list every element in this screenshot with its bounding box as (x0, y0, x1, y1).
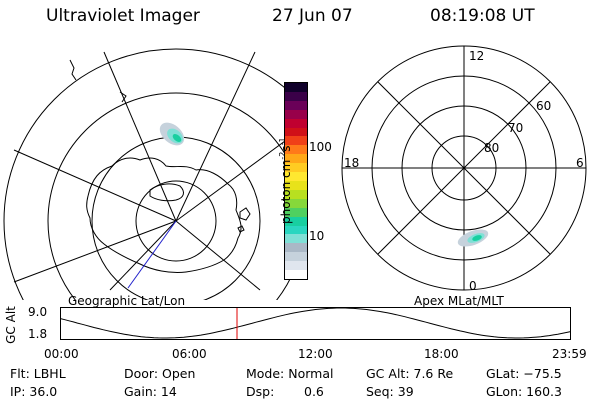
mlat-label-80: 80 (484, 141, 499, 155)
mlt-label-12: 12 (469, 49, 484, 63)
polar-mlt-plot: 12 0 18 6 60 70 80 (341, 45, 587, 293)
glat-info: GLat: −75.5 (486, 366, 562, 381)
colorbar-label: photon cm-2s-1 (278, 137, 293, 224)
colorbar-tick-10: 10 (309, 229, 325, 243)
colorbar (284, 82, 308, 280)
colorbar-segment (285, 154, 307, 164)
colorbar-segment (285, 145, 307, 155)
door-info: Door: Open (124, 366, 196, 381)
apex-label: Apex MLat/MLT (414, 294, 504, 308)
coastline (86, 157, 242, 273)
colorbar-tick-100: 100 (309, 140, 332, 154)
orbit-xtick-2359: 23:59 (552, 347, 587, 361)
orbit-altitude-plot (60, 307, 571, 340)
colorbar-segment (285, 261, 307, 271)
orbit-ytick-high: 9.0 (28, 305, 48, 319)
filter-info: Flt: LBHL (10, 366, 66, 381)
lat-circle-edge (3, 48, 300, 300)
dsp-info-label: Dsp: (246, 384, 275, 399)
colorbar-segment (285, 136, 307, 146)
geographic-label: Geographic Lat/Lon (68, 294, 186, 308)
orbit-xtick-0000: 00:00 (44, 347, 79, 361)
orbit-xtick-1200: 12:00 (298, 347, 333, 361)
colorbar-segment (285, 216, 307, 226)
dsp-info-value: 0.6 (304, 384, 324, 399)
orbit-ytick-low: 1.8 (28, 327, 48, 341)
seq-info: Seq: 39 (366, 384, 414, 399)
orbit-xtick-1800: 18:00 (424, 347, 459, 361)
ip-info: IP: 36.0 (10, 384, 58, 399)
time-label: 08:19:08 UT (430, 6, 535, 26)
colorbar-segment (285, 234, 307, 244)
colorbar-segment (285, 172, 307, 181)
colorbar-segment (285, 83, 307, 92)
app-title: Ultraviolet Imager (46, 6, 200, 26)
aurora-blob-geo (159, 122, 185, 146)
geographic-map (3, 48, 300, 300)
colorbar-segment (285, 270, 307, 279)
colorbar-segment (285, 109, 307, 119)
colorbar-segment (285, 163, 307, 173)
colorbar-segment (285, 207, 307, 217)
coastline-shelf (149, 183, 184, 202)
orbit-xtick-0600: 06:00 (172, 347, 207, 361)
orbit-axis-label: GC Alt (3, 306, 18, 344)
date-label: 27 Jun 07 (272, 6, 353, 26)
ground-track (127, 220, 177, 289)
mlt-label-18: 18 (344, 156, 359, 170)
gc-alt-info: GC Alt: 7.6 Re (366, 366, 454, 381)
colorbar-segment (285, 180, 307, 190)
mlt-label-6: 6 (576, 156, 584, 170)
glon-info: GLon: 160.3 (486, 384, 562, 399)
gain-info: Gain: 14 (124, 384, 177, 399)
colorbar-segment (285, 91, 307, 101)
aurora-blob-mlt (457, 229, 489, 247)
colorbar-segment (285, 225, 307, 235)
colorbar-segment (285, 100, 307, 110)
mlat-label-60: 60 (536, 99, 551, 113)
lat-circle-outer (47, 92, 300, 300)
mode-info: Mode: Normal (246, 366, 334, 381)
colorbar-segment (285, 252, 307, 262)
colorbar-segment (285, 243, 307, 253)
mlat-label-70: 70 (508, 121, 523, 135)
colorbar-segment (285, 127, 307, 137)
mlt-label-0: 0 (469, 279, 477, 293)
lat-circle-inner (135, 180, 217, 262)
altitude-curve (60, 307, 571, 339)
colorbar-segment (285, 118, 307, 128)
coastline-island (239, 207, 251, 221)
colorbar-segment (285, 198, 307, 208)
colorbar-segment (285, 189, 307, 199)
